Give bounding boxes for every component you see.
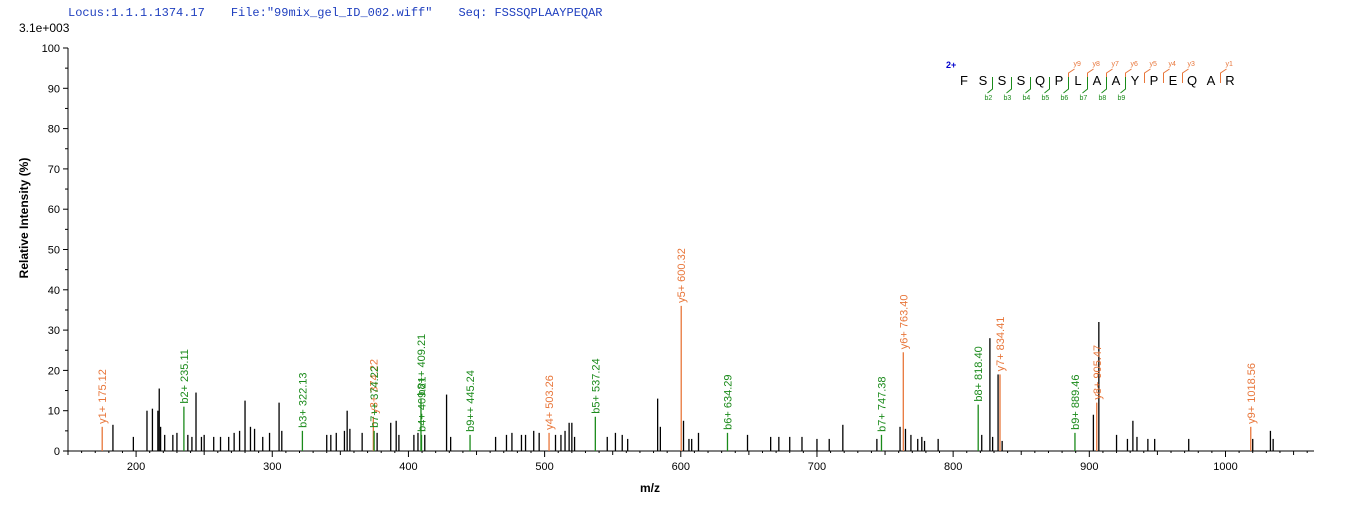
- b-ion-bracket: [1025, 77, 1031, 94]
- locus-text: Locus:1.1.1.1374.17: [68, 6, 205, 20]
- y-tick-label: 50: [48, 245, 60, 257]
- b-ion-bracket: [987, 77, 993, 94]
- b-ion-label: b5+ 537.24: [590, 358, 602, 413]
- intensity-scale-label: 3.1e+003: [19, 21, 70, 35]
- sequence-residue: F: [960, 73, 968, 88]
- y-tick-label: 10: [48, 406, 60, 418]
- y-tick-label: 20: [48, 365, 60, 377]
- y-ion-bracket: [1182, 68, 1189, 83]
- y-ion-label: y7+ 834.41: [995, 317, 1007, 372]
- spectrum-header: Locus:1.1.1.1374.17 File:"99mix_gel_ID_00…: [68, 6, 629, 20]
- b-ion-bracket: [1082, 77, 1088, 94]
- y-ion-marker: y8: [1093, 61, 1101, 68]
- y-ion-marker: y4: [1169, 61, 1177, 68]
- b-ion-label: b6+ 634.29: [722, 374, 734, 429]
- y-ion-bracket: [1163, 68, 1170, 83]
- y-ion-marker: y1: [1226, 61, 1234, 68]
- b-ion-label: b7+ 747.38: [876, 377, 888, 432]
- b-ion-label: b8+ 818.40: [973, 346, 985, 401]
- y-tick-label: 90: [48, 83, 60, 95]
- sequence-residue: S: [1017, 73, 1026, 88]
- sequence-residue: Y: [1131, 73, 1140, 88]
- b-ion-label: b8++ 409.21: [416, 334, 428, 396]
- y-tick-label: 40: [48, 285, 60, 297]
- sequence-residue: E: [1169, 73, 1178, 88]
- b-ion-bracket: [1101, 77, 1107, 94]
- sequence-residue: P: [1150, 73, 1159, 88]
- sequence-residue: L: [1074, 73, 1081, 88]
- sequence-residue: S: [979, 73, 988, 88]
- b-ion-label: b9+ 889.46: [1070, 374, 1082, 429]
- y-tick-label: 0: [54, 446, 60, 458]
- sequence-residue: A: [1207, 73, 1216, 88]
- b-ion-marker: b7: [1080, 95, 1088, 102]
- b-ion-label: b2+ 235.11: [179, 349, 191, 404]
- peak-labels: y1+ 175.12 b2+ 235.11 b3+ 322.13 y3+ 374.22…: [97, 248, 1258, 432]
- b-ion-label: b7++ 374.22: [369, 366, 381, 428]
- b-ion-marker: b2: [985, 95, 993, 102]
- x-tick-label: 1000: [1213, 461, 1237, 473]
- y-axis-title: Relative Intensity (%): [17, 158, 31, 279]
- b-ion-bracket: [1063, 77, 1069, 94]
- y-ion-marker: y5: [1150, 61, 1158, 68]
- chart-axes: 0 10 20 30 40 50 60 70 80 90 100 200 300 400 500 600 700…: [42, 43, 1314, 473]
- sequence-residue: Q: [1035, 73, 1045, 88]
- y-ion-label: y1+ 175.12: [97, 369, 109, 424]
- x-tick-label: 300: [263, 461, 281, 473]
- sequence-residue: S: [998, 73, 1007, 88]
- y-tick-label: 30: [48, 325, 60, 337]
- y-ion-marker: y6: [1131, 61, 1139, 68]
- y-ion-label: y5+ 600.32: [676, 248, 688, 303]
- y-tick-label: 60: [48, 204, 60, 216]
- x-axis-title: m/z: [640, 481, 660, 495]
- y-ion-marker: y7: [1112, 61, 1120, 68]
- b-ion-marker: b3: [1004, 95, 1012, 102]
- b-ion-marker: b5: [1042, 95, 1050, 102]
- b-ion-label: b4+ 409.21: [417, 377, 429, 432]
- y-ion-label: y8+ 905.47: [1092, 345, 1104, 400]
- y-tick-label: 70: [48, 164, 60, 176]
- sequence-residue: P: [1055, 73, 1064, 88]
- y-ion-marker: y9: [1074, 61, 1082, 68]
- y-ion-label: y9+ 1018.56: [1246, 363, 1258, 424]
- b-ion-bracket: [1044, 77, 1050, 94]
- b-ion-bracket: [1120, 77, 1126, 94]
- y-tick-label: 100: [42, 43, 60, 55]
- sequence-text: Seq: FSSSQPLAAYPEQAR: [458, 6, 603, 20]
- sequence-residue: A: [1093, 73, 1102, 88]
- file-text: File:"99mix_gel_ID_002.wiff": [230, 6, 433, 20]
- b-ion-marker: b4: [1023, 95, 1031, 102]
- b-ion-label: b9++ 445.24: [465, 370, 477, 432]
- y-ion-label: y6+ 763.40: [898, 295, 910, 350]
- x-tick-label: 400: [399, 461, 417, 473]
- peak-bars: [101, 305, 1274, 451]
- y-ion-bracket: [1144, 68, 1151, 83]
- y-ion-label: y3+ 374.22: [368, 359, 380, 414]
- x-tick-label: 800: [944, 461, 962, 473]
- x-tick-label: 700: [808, 461, 826, 473]
- y-ion-marker: y3: [1188, 61, 1196, 68]
- x-tick-label: 200: [127, 461, 145, 473]
- x-tick-label: 900: [1080, 461, 1098, 473]
- x-tick-label: 600: [672, 461, 690, 473]
- b-ion-marker: b6: [1061, 95, 1069, 102]
- sequence-residue: Q: [1187, 73, 1197, 88]
- b-ion-marker: b9: [1118, 95, 1126, 102]
- y-tick-label: 80: [48, 124, 60, 136]
- b-ion-label: b3+ 322.13: [297, 372, 309, 427]
- x-tick-label: 500: [535, 461, 553, 473]
- charge-state-label: 2+: [946, 60, 956, 70]
- b-ion-bracket: [1006, 77, 1012, 94]
- y-ion-label: y4+ 503.26: [544, 375, 556, 430]
- sequence-residue: R: [1225, 73, 1234, 88]
- sequence-residue: A: [1112, 73, 1121, 88]
- b-ion-marker: b8: [1099, 95, 1107, 102]
- y-ion-bracket: [1220, 68, 1227, 83]
